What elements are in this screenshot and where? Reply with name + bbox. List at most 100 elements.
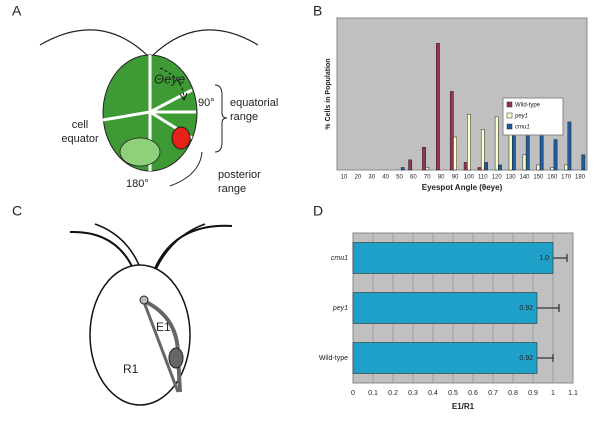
value-label: 0.92 <box>519 305 533 312</box>
legend <box>502 97 564 136</box>
eyespot <box>171 126 191 150</box>
panel-label: B <box>313 3 322 19</box>
bar <box>352 342 538 374</box>
cell-equator-label: cell equator <box>61 119 99 145</box>
x-tick-label: 30 <box>368 175 375 181</box>
x-tick-label: 150 <box>533 175 544 181</box>
legend-swatch <box>506 112 513 119</box>
bar <box>498 164 502 171</box>
x-tick-label: 0.9 <box>528 390 538 397</box>
x-tick-label: 0 <box>351 390 355 397</box>
bar <box>564 164 569 171</box>
x-tick-label: 10 <box>341 175 348 181</box>
x-tick-label: 50 <box>396 175 403 181</box>
legend-swatch <box>506 101 513 108</box>
label-line: equatorial <box>230 97 278 109</box>
bar <box>550 167 555 171</box>
pyrenoid <box>119 137 161 167</box>
x-tick-label: 0.3 <box>408 390 418 397</box>
diagram-c: E1 R1 <box>69 223 233 406</box>
bracket <box>169 151 203 187</box>
x-tick-label: 0.8 <box>508 390 518 397</box>
angle-arc <box>159 67 185 99</box>
x-tick-label: 90 <box>452 175 459 181</box>
legend-label: cmu1 <box>515 125 530 131</box>
y-tick-label: cmu1 <box>331 255 348 262</box>
x-tick-label: 0.1 <box>368 390 378 397</box>
arrow-head <box>179 92 188 102</box>
legend-swatch <box>506 123 513 130</box>
x-tick-label: 160 <box>547 175 558 181</box>
x-tick-label: 120 <box>492 175 503 181</box>
bar <box>453 136 457 171</box>
x-axis-title: Eyespot Angle (θeye) <box>422 183 503 192</box>
legend-label: pey1 <box>514 114 528 120</box>
label-line: equator <box>61 133 99 145</box>
bar <box>553 139 558 171</box>
equator-line <box>102 110 151 122</box>
bar <box>408 159 413 171</box>
x-tick-label: 0.4 <box>428 390 438 397</box>
angle-line <box>149 88 193 114</box>
bracket <box>214 84 228 153</box>
x-tick-label: 0.6 <box>468 390 478 397</box>
angle-symbol: Θeye <box>154 71 185 86</box>
label-line: cell <box>72 119 89 131</box>
bar <box>425 167 430 171</box>
r1-label: R1 <box>123 362 139 376</box>
x-tick-label: 1 <box>551 390 555 397</box>
x-tick-label: 0.7 <box>488 390 498 397</box>
e1-label: E1 <box>156 320 171 334</box>
x-tick-label: 60 <box>410 175 417 181</box>
posterior-range-label: posterior range <box>218 169 261 195</box>
flagellum <box>151 29 259 57</box>
x-tick-label: 80 <box>438 175 445 181</box>
bar <box>539 131 544 171</box>
bar <box>480 129 485 171</box>
bar <box>536 164 541 171</box>
diagram-a: Θeye cell equator 90° equatorial range 180… <box>39 29 278 195</box>
root-r1 <box>142 301 180 393</box>
panel-label: D <box>313 203 323 219</box>
bar <box>484 162 488 171</box>
y-axis-title: % Cells in Population <box>325 58 332 129</box>
bar <box>352 242 554 274</box>
bar <box>400 167 405 171</box>
x-tick-label: 20 <box>354 175 361 181</box>
cell <box>89 264 191 406</box>
bar <box>352 292 538 324</box>
label-line: range <box>218 183 246 195</box>
panel-label: C <box>12 203 22 219</box>
label-line: posterior <box>218 169 261 181</box>
x-tick-label: 140 <box>519 175 530 181</box>
x-tick-label: 70 <box>424 175 431 181</box>
legend-label: Wild-type <box>515 103 541 109</box>
bar <box>511 129 516 171</box>
basal-body <box>139 295 149 305</box>
flagellum <box>39 29 149 57</box>
panel-label: A <box>12 3 22 19</box>
bar <box>422 146 426 171</box>
x-tick-label: 100 <box>464 175 475 181</box>
bar <box>581 154 586 171</box>
x-tick-label: 130 <box>506 175 517 181</box>
bar <box>436 43 440 171</box>
x-axis-title: E1/R1 <box>452 402 475 411</box>
value-label: 0.92 <box>519 355 533 362</box>
value-label: 1.0 <box>539 255 549 262</box>
eyespot <box>168 347 184 369</box>
bar <box>522 154 527 171</box>
x-tick-label: 0.2 <box>388 390 398 397</box>
bar <box>508 129 513 171</box>
angle-90: 90° <box>198 97 215 109</box>
x-tick-label: 40 <box>382 175 389 181</box>
bar <box>494 116 499 171</box>
label-line: range <box>230 111 258 123</box>
x-tick-label: 110 <box>478 175 488 181</box>
bar <box>477 167 482 171</box>
bar <box>449 91 454 171</box>
angle-180: 180° <box>126 178 149 190</box>
equatorial-range-label: equatorial range <box>230 97 278 123</box>
y-tick-label: Wild-type <box>319 355 348 362</box>
